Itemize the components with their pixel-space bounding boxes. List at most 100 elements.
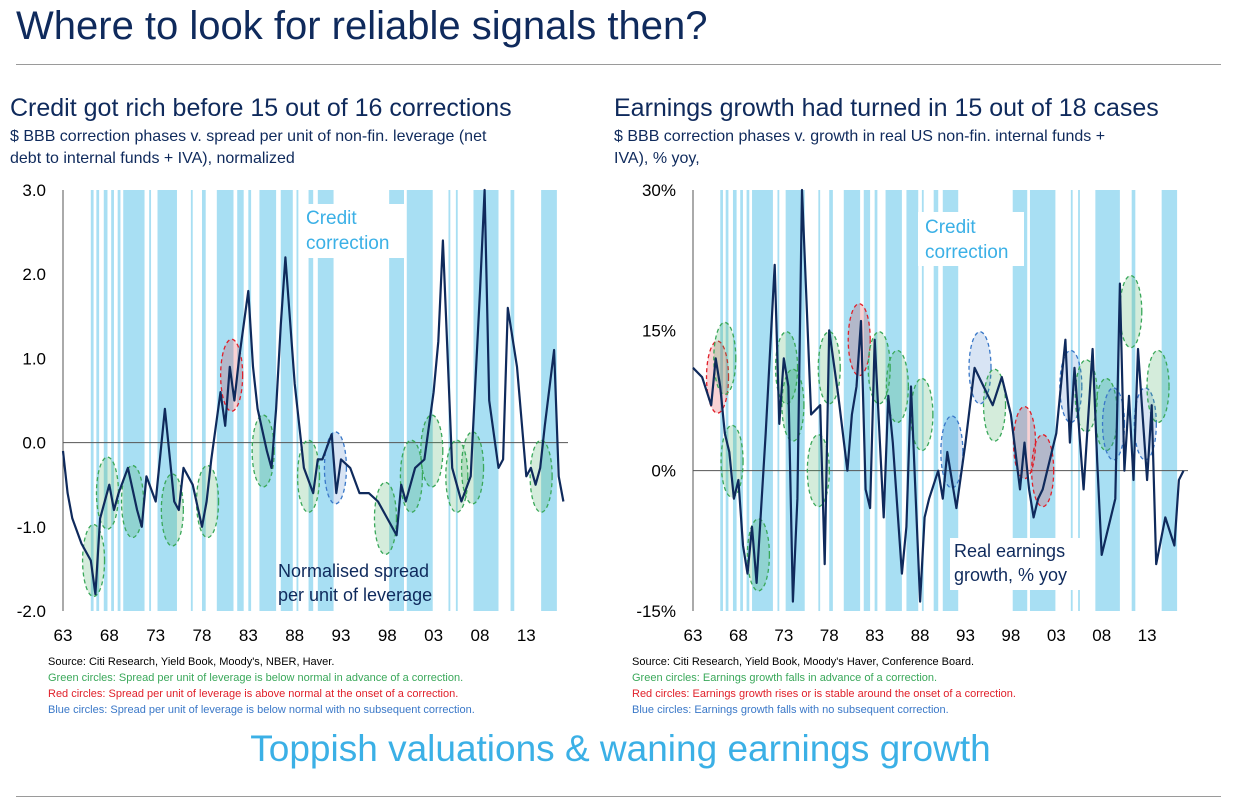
right-note-green: Green circles: Earnings growth falls in … [632,672,938,684]
left-x-tick-label: 88 [285,626,304,645]
left-y-tick-label: 1.0 [22,349,46,368]
right-x-tick-label: 83 [865,626,884,645]
right-correction-band [818,190,821,611]
left-y-tick-label: 2.0 [22,265,46,284]
left-x-tick-label: 83 [239,626,258,645]
left-green-circle [399,439,424,513]
right-y-tick-label: 30% [642,181,676,200]
left-x-tick-label: 73 [146,626,165,645]
bottom-headline: Toppish valuations & waning earnings gro… [250,728,991,769]
right-subtitle-line-2: IVA), % yoy, [614,150,700,167]
right-note-blue: Blue circles: Earnings growth falls with… [632,704,949,716]
left-note-blue: Blue circles: Spread per unit of leverag… [48,704,475,716]
page-title: Where to look for reliable signals then? [16,4,708,48]
left-correction-band [510,190,515,611]
left-x-tick-label: 03 [424,626,443,645]
left-annotation-line-1: Credit [306,208,357,229]
left-green-circle [251,414,275,488]
right-x-tick-label: 13 [1138,626,1157,645]
left-y-tick-label: -1.0 [17,518,46,537]
left-subtitle-line-1: $ BBB correction phases v. spread per un… [10,128,487,145]
right-x-tick-label: 98 [1001,626,1020,645]
right-red-circle [1031,434,1055,508]
left-x-tick-label: 98 [378,626,397,645]
right-green-circle [885,349,910,424]
left-green-circle [420,414,444,488]
right-note-red: Red circles: Earnings growth rises or is… [632,688,1016,700]
right-x-tick-label: 93 [956,626,975,645]
left-notes: Source: Citi Research, Yield Book, Moody… [48,654,475,718]
right-correction-band [933,190,939,611]
right-x-tick-label: 63 [684,626,703,645]
right-chart-subtitle: $ BBB correction phases v. growth in rea… [614,126,1105,170]
right-correction-band [746,190,750,611]
left-green-circle [373,481,398,556]
right-chart-title: Earnings growth had turned in 15 out of … [614,94,1159,122]
left-chart: -2.0 -1.0 0.0 1.0 2.0 3.0 63 68 73 78 83 88 93 98 03 08… [17,181,568,645]
right-green-circle [781,368,805,442]
right-green-circle [982,368,1007,442]
left-green-circle [160,473,184,547]
right-y-tick-label: 0% [651,462,676,481]
right-annotation-box [918,212,1024,266]
right-subtitle-line-1: $ BBB correction phases v. growth in rea… [614,128,1106,145]
right-correction-band [1012,190,1028,611]
right-x-tick-label: 08 [1092,626,1111,645]
right-green-circle [1146,349,1170,424]
left-chart-subtitle: $ BBB correction phases v. spread per un… [10,126,486,170]
left-note-green: Green circles: Spread per unit of levera… [48,672,464,684]
left-correction-band [190,190,193,611]
right-correction-band [863,190,871,611]
right-annotations: Credit correction Real earnings growth, … [918,212,1092,590]
right-x-tick-label: 68 [729,626,748,645]
left-series-label-2: per unit of leverage [278,585,432,605]
left-y-tick-label: 3.0 [22,181,46,200]
left-x-tick-label: 78 [193,626,212,645]
left-annotation-box [300,204,404,258]
right-series-label-box [950,538,1092,590]
right-chart: -15% 0% 15% 30% 63 68 73 78 83 88 93 98 03 08 13 [636,181,1188,645]
left-correction-band [117,190,121,611]
left-y-tick-label: 0.0 [22,434,46,453]
right-correction-band [1161,190,1178,611]
left-correction-band [157,190,177,611]
right-green-circle [1119,274,1143,349]
left-note-red: Red circles: Spread per unit of leverage… [48,688,459,700]
left-source: Source: Citi Research, Yield Book, Moody… [48,656,335,668]
left-subtitle-line-2: debt to internal funds + IVA), normalize… [10,150,295,167]
left-correction-band [90,190,94,611]
left-correction-band [216,190,234,611]
right-correction-band [829,190,833,611]
left-correction-band [149,190,152,611]
right-source: Source: Citi Research, Yield Book, Moody… [632,656,975,668]
left-correction-band [308,190,314,611]
left-x-tick-label: 68 [100,626,119,645]
right-correction-band [1131,190,1136,611]
left-annotation-line-2: correction [306,233,389,254]
right-x-tick-label: 03 [1047,626,1066,645]
left-correction-band [280,190,293,611]
right-correction-band [725,190,729,611]
right-correction-band [740,190,743,611]
left-series-line [61,188,565,596]
right-x-tick-label: 88 [911,626,930,645]
right-green-circle [806,434,830,508]
top-divider [16,64,1221,65]
left-correction-band [317,190,334,611]
left-x-tick-label: 93 [332,626,351,645]
left-correction-band [259,190,277,611]
right-correction-band [732,190,737,611]
bottom-divider [16,796,1221,797]
left-x-tick-label: 63 [54,626,73,645]
right-correction-band [921,190,924,611]
left-correction-band [201,190,206,611]
left-green-circle [529,439,553,513]
left-correction-band [123,190,145,611]
right-annotation-line-2: correction [925,242,1008,263]
left-correction-band [248,190,252,611]
right-notes: Source: Citi Research, Yield Book, Moody… [632,654,1016,718]
left-correction-band [103,190,108,611]
right-correction-band [942,190,959,611]
left-x-tick-label: 13 [517,626,536,645]
